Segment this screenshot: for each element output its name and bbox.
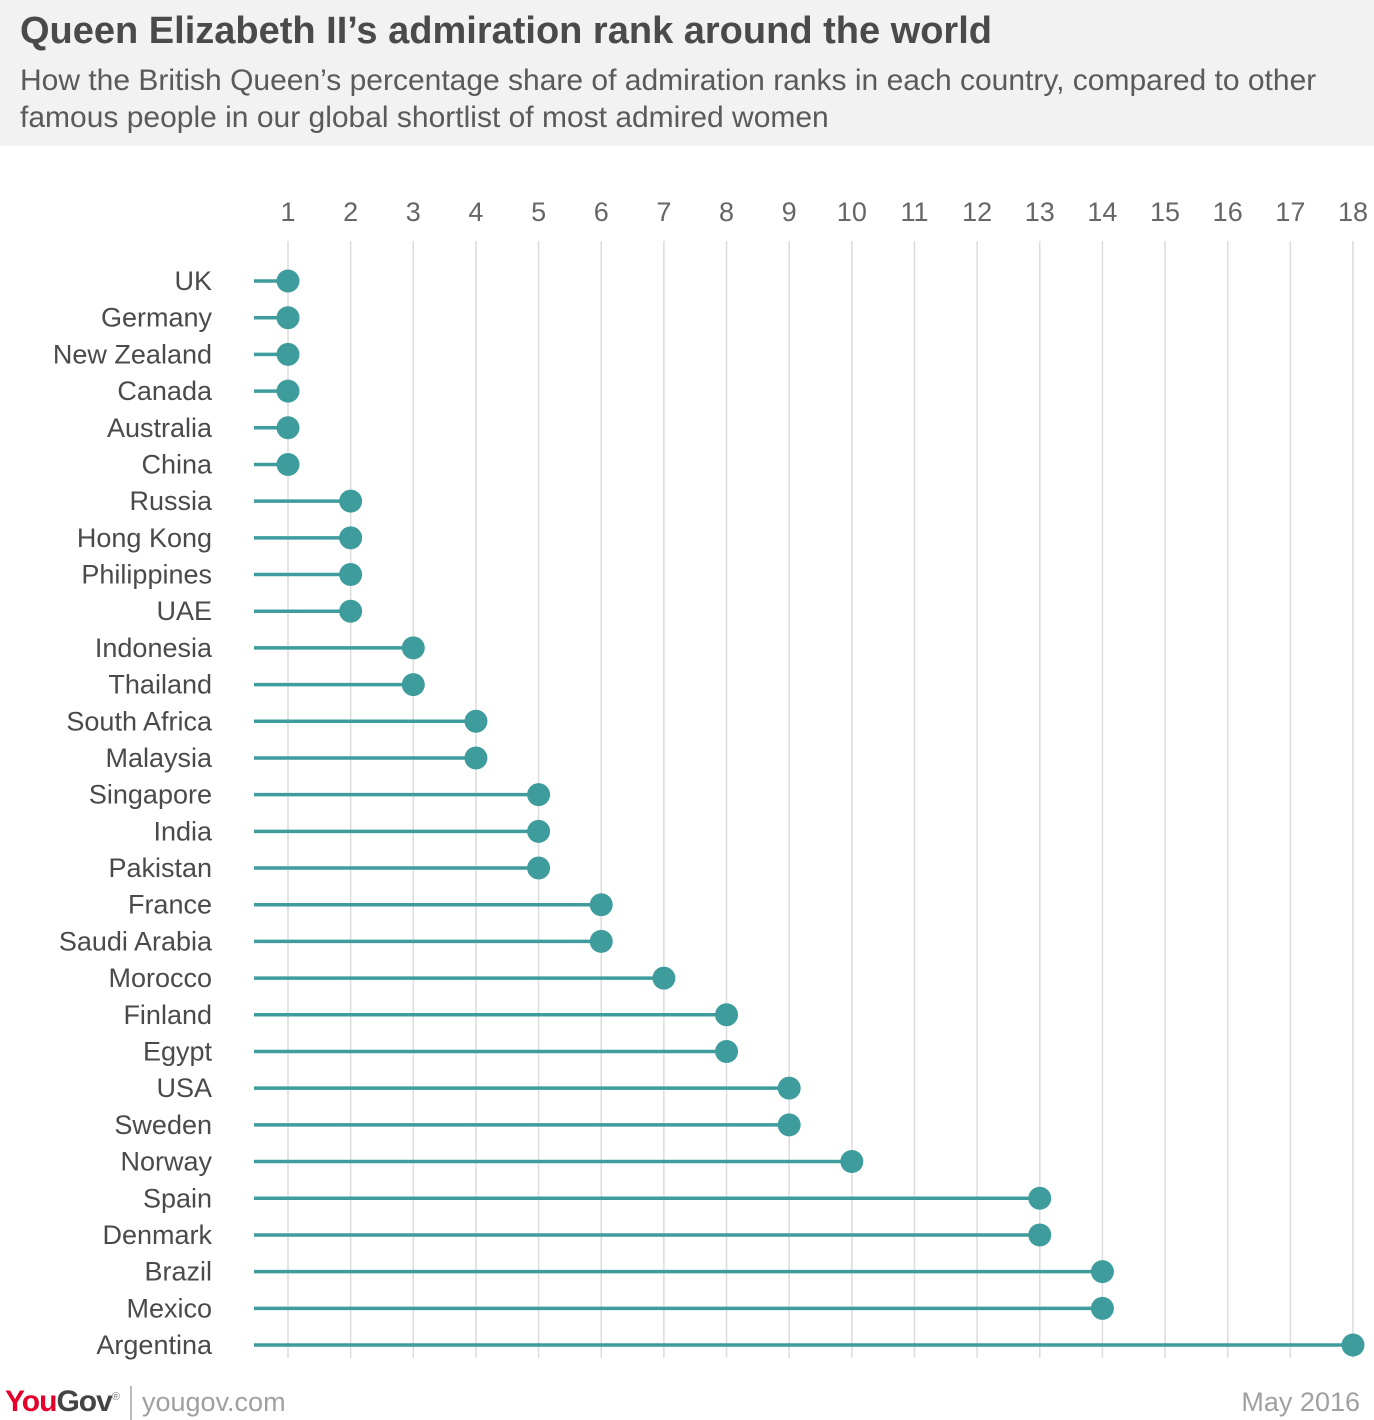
- category-label: Saudi Arabia: [59, 926, 213, 956]
- footer-url: yougov.com: [142, 1387, 286, 1417]
- lollipop-dot: [401, 636, 425, 660]
- lollipop-dot: [1341, 1333, 1365, 1357]
- category-label: Indonesia: [95, 633, 213, 663]
- x-tick-label: 1: [280, 197, 295, 227]
- lollipop-dot: [527, 819, 551, 843]
- lollipop-dot: [276, 416, 300, 440]
- lollipop-dot: [339, 526, 363, 550]
- x-tick-label: 3: [406, 197, 421, 227]
- lollipop-dot: [777, 1076, 801, 1100]
- category-label: Mexico: [126, 1293, 212, 1323]
- lollipop-dot: [464, 709, 488, 733]
- lollipop-dot: [1090, 1260, 1114, 1284]
- category-label: Malaysia: [105, 743, 213, 773]
- category-label: Argentina: [96, 1330, 213, 1360]
- category-label: Spain: [143, 1183, 212, 1213]
- category-label: Pakistan: [108, 853, 212, 883]
- lollipop-dot: [339, 599, 363, 623]
- category-label: Denmark: [102, 1220, 212, 1250]
- category-label: New Zealand: [53, 339, 212, 369]
- category-label: Finland: [123, 1000, 212, 1030]
- category-label: Australia: [107, 413, 213, 443]
- lollipop-dot: [276, 379, 300, 403]
- lollipop-dot: [276, 306, 300, 330]
- lollipop-dot: [401, 673, 425, 697]
- x-tick-label: 4: [468, 197, 483, 227]
- category-label: Russia: [129, 486, 213, 516]
- category-label: Brazil: [144, 1257, 212, 1287]
- chart-subtitle: How the British Queen’s percentage share…: [20, 64, 1317, 134]
- lollipop-dot: [276, 452, 300, 476]
- lollipop-dot: [339, 489, 363, 513]
- lollipop-dot: [527, 783, 551, 807]
- yougov-logo: YouGov®: [5, 1385, 120, 1418]
- x-tick-label: 10: [837, 197, 867, 227]
- chart-title: Queen Elizabeth II’s admiration rank aro…: [20, 10, 992, 52]
- x-tick-label: 12: [962, 197, 992, 227]
- lollipop-dot: [276, 342, 300, 366]
- category-label: UK: [174, 266, 212, 296]
- x-tick-label: 13: [1025, 197, 1055, 227]
- x-tick-label: 16: [1213, 197, 1243, 227]
- lollipop-dot: [715, 1003, 739, 1027]
- category-label: USA: [156, 1073, 212, 1103]
- lollipop-dot: [276, 269, 300, 293]
- lollipop-dot: [527, 856, 551, 880]
- lollipop-dot: [1028, 1186, 1052, 1210]
- lollipop-dot: [1090, 1296, 1114, 1320]
- lollipop-chart: 1 2 3 4 5 6 7 8 9 10 11 12 13 14 15 16 17 18UKGermanyNew …: [53, 197, 1368, 1360]
- footer-date: May 2016: [1241, 1387, 1360, 1417]
- lollipop-dot: [715, 1039, 739, 1063]
- x-tick-label: 11: [900, 197, 928, 227]
- x-tick-label: 6: [594, 197, 609, 227]
- lollipop-dot: [1028, 1223, 1052, 1247]
- category-label: Egypt: [143, 1036, 213, 1066]
- category-label: France: [128, 890, 212, 920]
- category-label: South Africa: [66, 706, 213, 736]
- category-label: Canada: [117, 376, 213, 406]
- category-label: Singapore: [89, 780, 212, 810]
- x-tick-label: 17: [1275, 197, 1305, 227]
- x-tick-label: 15: [1150, 197, 1180, 227]
- category-label: Norway: [120, 1147, 212, 1177]
- category-label: Hong Kong: [77, 523, 212, 553]
- footer-divider: [130, 1386, 132, 1420]
- x-tick-label: 7: [656, 197, 671, 227]
- category-label: Morocco: [108, 963, 212, 993]
- category-label: Thailand: [108, 670, 212, 700]
- category-label: India: [153, 816, 213, 846]
- lollipop-dot: [589, 929, 613, 953]
- x-tick-label: 9: [782, 197, 797, 227]
- category-label: UAE: [156, 596, 212, 626]
- header-banner: Queen Elizabeth II’s admiration rank aro…: [0, 0, 1374, 146]
- x-tick-label: 2: [343, 197, 358, 227]
- x-tick-label: 18: [1338, 197, 1368, 227]
- lollipop-dot: [840, 1150, 864, 1174]
- lollipop-dot: [339, 563, 363, 587]
- lollipop-dot: [777, 1113, 801, 1137]
- x-tick-label: 14: [1087, 197, 1117, 227]
- lollipop-dot: [589, 893, 613, 917]
- lollipop-dot: [464, 746, 488, 770]
- category-label: Philippines: [81, 560, 212, 590]
- category-label: Germany: [101, 303, 213, 333]
- category-label: Sweden: [114, 1110, 212, 1140]
- lollipop-dot: [652, 966, 676, 990]
- category-label: China: [141, 449, 213, 479]
- x-tick-label: 5: [531, 197, 546, 227]
- x-tick-label: 8: [719, 197, 734, 227]
